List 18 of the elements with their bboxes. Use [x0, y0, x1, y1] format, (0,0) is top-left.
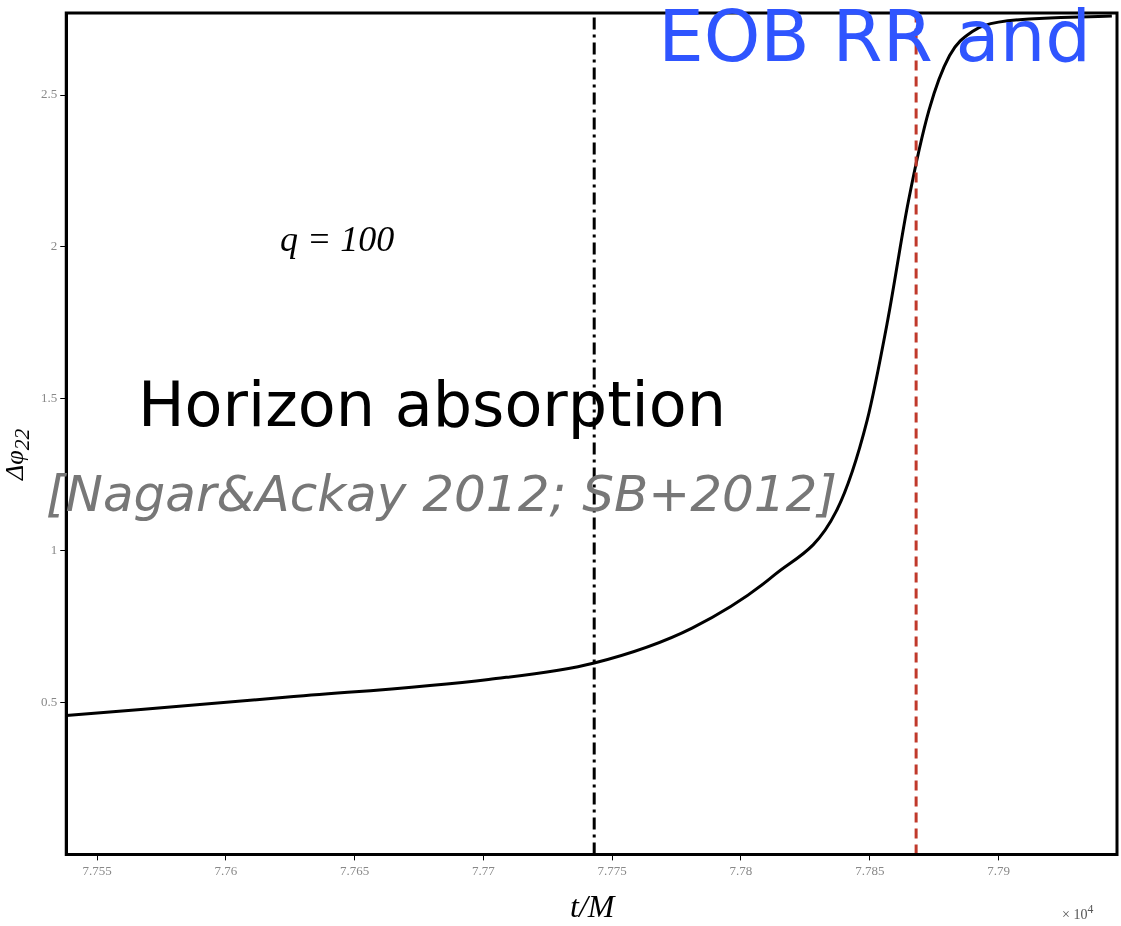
- y-tick-label: 0.5: [41, 693, 58, 709]
- x-tick-label: 7.755: [82, 862, 112, 878]
- chart-title: EOB RR and: [658, 0, 1091, 78]
- x-tick-label: 7.76: [214, 862, 238, 878]
- x-axis-title: t/M: [570, 888, 615, 925]
- text: × 10$^{4}$: [1062, 903, 1094, 923]
- y-tick-label: 2.5: [41, 86, 58, 102]
- y-tick-label: 1.5: [41, 390, 58, 406]
- x-tick-label: 7.78: [729, 862, 753, 878]
- x-tick-label: 7.77: [472, 862, 496, 878]
- y-tick-label: 2: [50, 238, 58, 254]
- x-tick-label: 7.785: [855, 862, 885, 878]
- x-tick-label: 7.79: [987, 862, 1010, 878]
- x-tick-label: 7.765: [340, 862, 370, 878]
- y-tick-label: 1: [50, 542, 58, 558]
- annotation: q = 100: [280, 218, 395, 260]
- x-tick-label: 7.775: [597, 862, 627, 878]
- annotation: Horizon absorption: [138, 368, 726, 441]
